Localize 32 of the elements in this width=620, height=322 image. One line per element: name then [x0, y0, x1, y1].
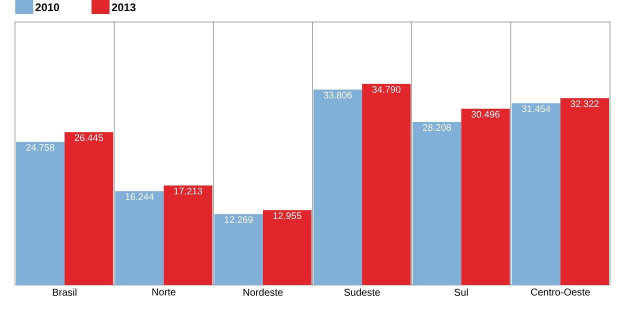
legend-label: 2013	[112, 3, 136, 12]
bar	[214, 214, 263, 285]
x-tick-label: Sul	[454, 288, 468, 296]
bar	[560, 98, 610, 285]
data-label: 26.445	[74, 134, 103, 142]
bar	[362, 84, 411, 285]
data-label: 34.790	[372, 86, 400, 93]
bar	[313, 90, 362, 285]
bar	[412, 122, 462, 285]
data-label: 28.208	[422, 124, 452, 131]
data-label: 24.758	[26, 144, 54, 151]
bar	[164, 186, 212, 285]
bar	[262, 210, 312, 285]
data-label: 12.269	[224, 216, 253, 223]
data-label: 31.454	[522, 105, 550, 112]
x-tick-label: Nordeste	[244, 288, 283, 296]
legend-label: 2010	[36, 3, 60, 12]
data-label: 12.955	[273, 212, 302, 220]
bar	[115, 191, 164, 285]
x-tick-label: Centro-Oeste	[531, 288, 590, 296]
bar	[512, 103, 560, 285]
data-label: 17.213	[174, 188, 202, 194]
bar	[461, 108, 510, 285]
x-tick-label: Norte	[152, 288, 176, 296]
data-label: 33.806	[324, 92, 352, 98]
data-label: 32.322	[570, 100, 599, 108]
bar	[64, 132, 114, 285]
x-tick-label: Sudeste	[344, 288, 380, 296]
bar	[16, 142, 65, 285]
x-tick-label: Brasil	[52, 288, 76, 296]
data-label: 16.244	[126, 193, 154, 200]
data-label: 30.496	[471, 110, 500, 118]
